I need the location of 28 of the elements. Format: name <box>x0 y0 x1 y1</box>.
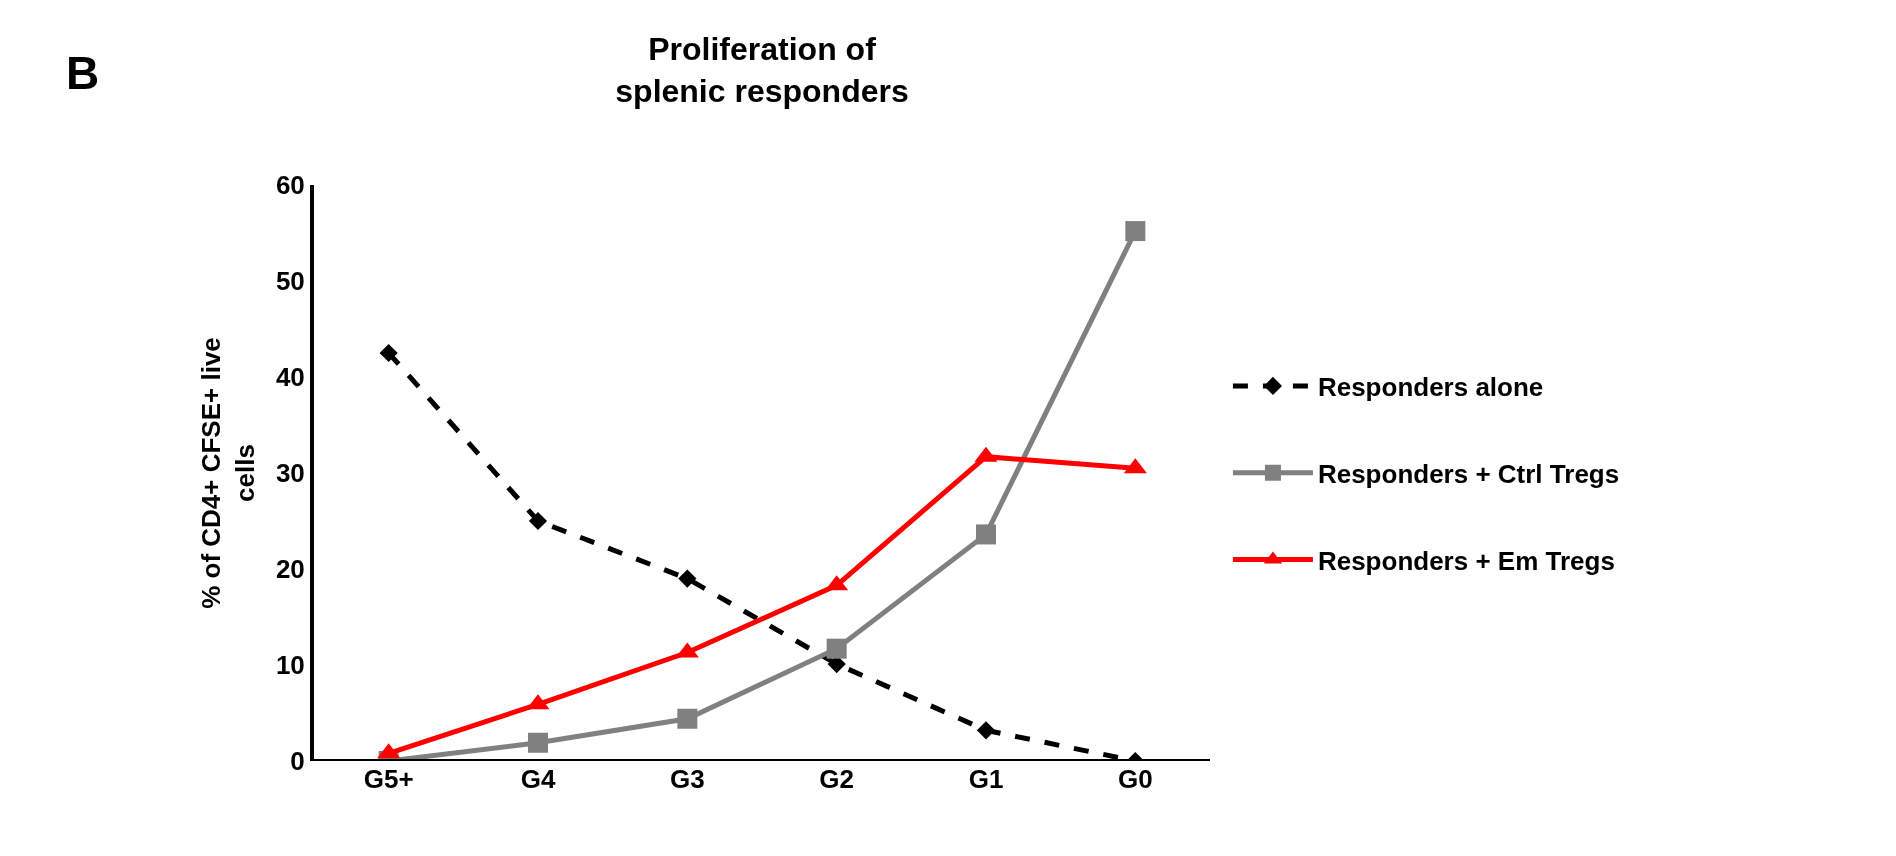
legend-label: Responders alone <box>1317 372 1544 403</box>
text: B <box>66 47 100 99</box>
x-tick-label: G2 <box>819 764 855 794</box>
point <box>976 524 996 545</box>
y-tick-label: 60 <box>275 170 305 201</box>
point <box>677 708 698 729</box>
point <box>976 721 996 740</box>
point <box>528 732 548 753</box>
x-tick-label: G4 <box>520 764 556 794</box>
y-tick-label: 20 <box>275 554 305 585</box>
x-tick-label: G0 <box>1117 764 1153 794</box>
point <box>528 511 548 531</box>
x-tick-label: G3 <box>669 764 705 794</box>
point <box>826 638 847 659</box>
y-tick-label: 30 <box>275 458 305 489</box>
point <box>379 343 398 363</box>
y-tick-label: 40 <box>275 362 305 393</box>
y-axis-title: % of CD4+ CFSE+ live cells <box>195 337 260 609</box>
y-tick-label: 50 <box>275 266 305 297</box>
legend-label: Responders + Ctrl Tregs <box>1317 458 1620 489</box>
point <box>1125 221 1146 242</box>
y-tick-label: 0 <box>290 746 305 777</box>
x-tick-label: G1 <box>968 764 1004 794</box>
legend-label: Responders + Em Tregs <box>1317 545 1615 576</box>
x-tick-label: G5+ <box>363 764 414 794</box>
point <box>678 569 697 588</box>
chart-title: Proliferation of splenic responders <box>615 30 909 109</box>
y-tick-label: 10 <box>275 650 305 681</box>
